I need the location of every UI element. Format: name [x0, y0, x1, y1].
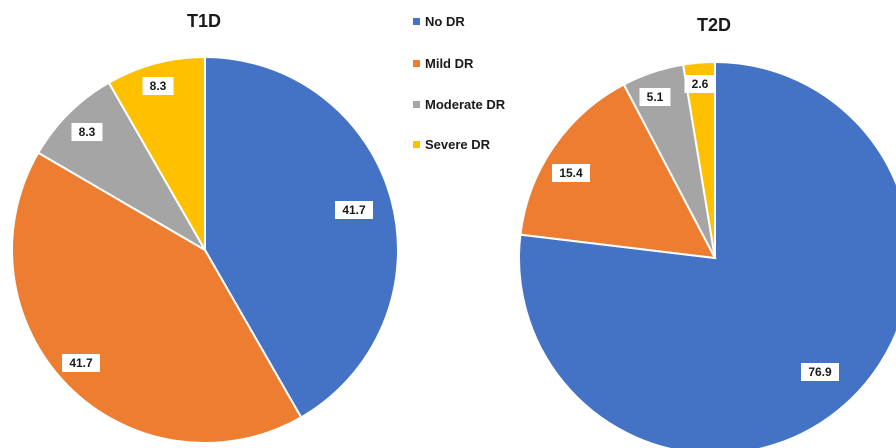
legend-label-severe-dr: Severe DR: [425, 137, 491, 152]
data-label-text: 41.7: [342, 203, 366, 217]
pie-slice-t2d-no-dr: [518, 60, 896, 448]
data-label-t2d-moderate-dr: 5.1: [639, 88, 671, 106]
data-label-text: 76.9: [808, 365, 832, 379]
data-label-t2d-severe-dr: 2.6: [684, 75, 716, 93]
data-label-box: [552, 164, 590, 182]
data-label-text: 8.3: [150, 79, 167, 93]
data-label-t2d-no-dr: 76.9: [801, 363, 839, 381]
data-label-box: [801, 363, 839, 381]
legend-item-severe-dr: Severe DR: [413, 137, 491, 152]
pie-slice-t2d-severe-dr: [681, 60, 716, 259]
data-label-t1d-no-dr: 41.7: [335, 201, 373, 219]
data-label-box: [71, 123, 103, 141]
pie-slice-t2d-mild-dr: [519, 83, 717, 260]
pie-slice-t1d-no-dr: [204, 55, 399, 419]
data-label-t2d-mild-dr: 15.4: [552, 164, 590, 182]
data-label-box: [684, 75, 716, 93]
legend-swatch-no-dr: [413, 18, 420, 25]
data-label-box: [639, 88, 671, 106]
data-label-text: 2.6: [692, 77, 709, 91]
data-label-box: [62, 354, 100, 372]
legend-label-mild-dr: Mild DR: [425, 56, 474, 71]
data-label-text: 8.3: [79, 125, 96, 139]
data-label-text: 41.7: [69, 356, 93, 370]
data-label-box: [142, 77, 174, 95]
chart-title-t2d: T2D: [697, 15, 731, 35]
data-label-text: 15.4: [559, 166, 583, 180]
legend: No DR Mild DR Moderate DR Severe DR: [413, 14, 506, 152]
legend-swatch-mild-dr: [413, 60, 420, 67]
data-label-t1d-mild-dr: 41.7: [62, 354, 100, 372]
pie-chart-t2d: 76.9 15.4 5.1 2.6: [518, 60, 896, 448]
legend-label-no-dr: No DR: [425, 14, 465, 29]
legend-item-mild-dr: Mild DR: [413, 56, 474, 71]
data-label-box: [335, 201, 373, 219]
legend-swatch-moderate-dr: [413, 101, 420, 108]
chart-title-t1d: T1D: [187, 11, 221, 31]
data-label-t1d-moderate-dr: 8.3: [71, 123, 103, 141]
pie-chart-t1d: 41.7 41.7 8.3 8.3: [11, 55, 399, 444]
legend-item-no-dr: No DR: [413, 14, 465, 29]
data-label-t1d-severe-dr: 8.3: [142, 77, 174, 95]
data-label-text: 5.1: [647, 90, 664, 104]
legend-item-moderate-dr: Moderate DR: [413, 97, 506, 112]
legend-label-moderate-dr: Moderate DR: [425, 97, 506, 112]
pie-slice-t1d-severe-dr: [107, 55, 206, 254]
legend-swatch-severe-dr: [413, 141, 420, 148]
